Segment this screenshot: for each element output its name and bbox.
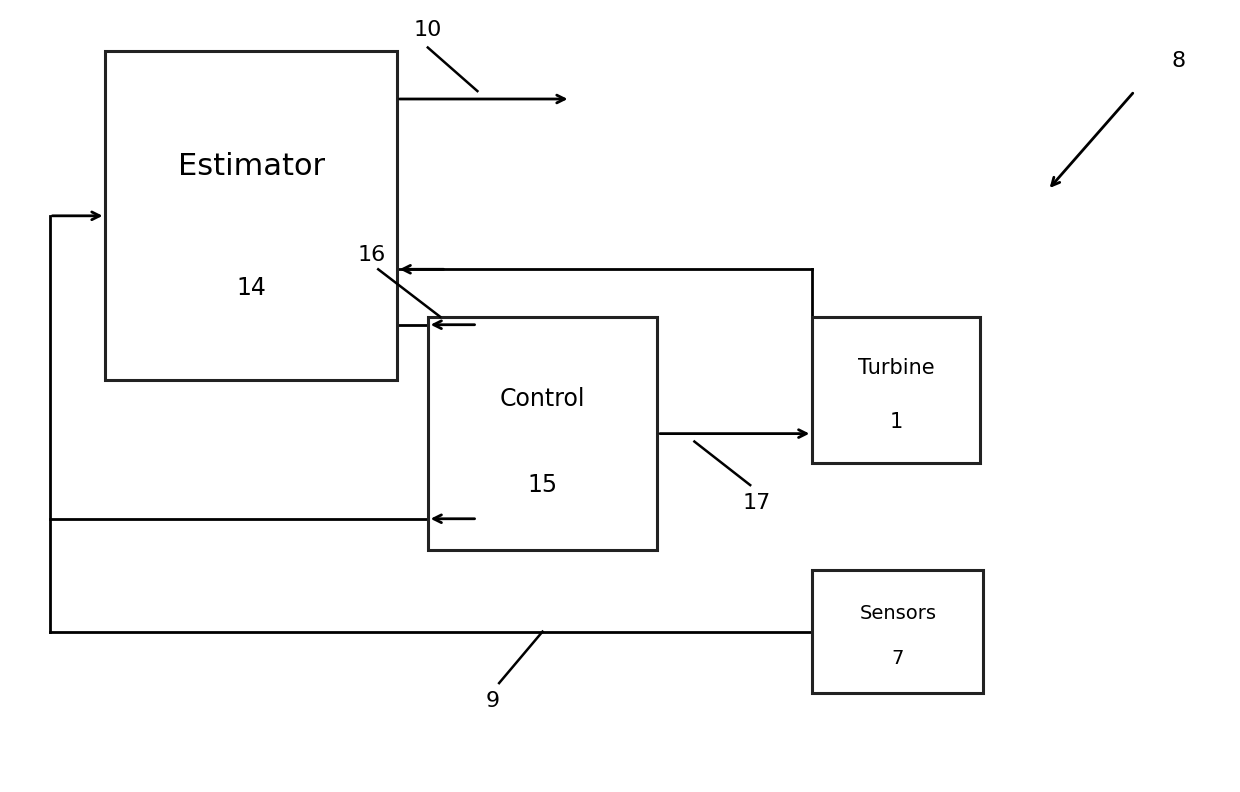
Text: 15: 15 xyxy=(527,473,558,497)
FancyBboxPatch shape xyxy=(428,317,657,550)
FancyBboxPatch shape xyxy=(812,570,983,693)
Text: 14: 14 xyxy=(236,276,267,300)
FancyBboxPatch shape xyxy=(812,317,980,463)
Text: Sensors: Sensors xyxy=(859,604,936,623)
FancyBboxPatch shape xyxy=(105,51,397,380)
Text: 17: 17 xyxy=(743,493,770,513)
Text: Estimator: Estimator xyxy=(177,152,325,181)
Text: 7: 7 xyxy=(892,649,904,668)
Text: Control: Control xyxy=(500,386,585,410)
Text: 10: 10 xyxy=(414,20,441,40)
Text: 8: 8 xyxy=(1172,51,1185,71)
Text: 1: 1 xyxy=(889,413,903,432)
Text: 16: 16 xyxy=(358,246,386,265)
Text: Turbine: Turbine xyxy=(858,358,934,378)
Text: 9: 9 xyxy=(486,691,500,711)
